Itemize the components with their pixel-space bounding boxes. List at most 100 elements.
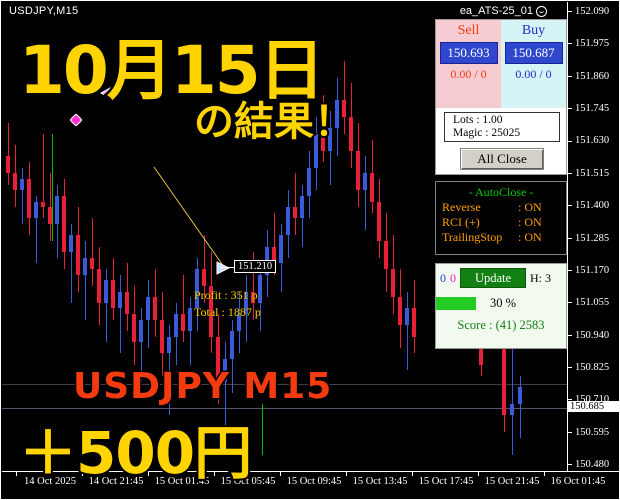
progress-percent-label: 30 % (490, 295, 517, 310)
candle-body (510, 404, 514, 416)
counter-magenta: 0 (450, 270, 456, 285)
candle-body (328, 128, 332, 151)
candle-wick (512, 325, 513, 455)
sell-position-info: 0.00 / 0 (450, 67, 487, 81)
candle-body (356, 150, 360, 191)
time-tick: 15 Oct 09:45 (286, 476, 342, 487)
candle-body (237, 314, 241, 331)
time-axis[interactable]: 14 Oct 2025 14 Oct 21:45 15 Oct 01:45 15 Oc… (2, 471, 619, 499)
candle-wick (106, 269, 107, 343)
progress-bar-fill (436, 296, 476, 310)
candle-wick (274, 212, 275, 275)
buy-column: Buy 150.687 0.00 / 0 (501, 20, 566, 108)
price-tick: 151.975 (568, 38, 619, 49)
candle-body (363, 173, 367, 191)
indicator-wick (262, 404, 263, 455)
buy-label: Buy (521, 23, 546, 38)
price-tag-label: 151.210 (234, 260, 277, 273)
indicator-wick (52, 133, 53, 241)
candle-body (83, 257, 87, 275)
overlay-profit-text: ＋500円 (17, 417, 254, 489)
price-tick: 151.170 (568, 265, 619, 276)
candle-body (13, 173, 17, 191)
price-tick: 151.630 (568, 135, 619, 146)
price-axis[interactable]: 152.090 151.975 151.860 151.745 151.630 151.5… (567, 2, 619, 472)
candle-body (76, 235, 80, 275)
close-marker-arrow-icon (216, 261, 230, 275)
autoclose-key: TrailingStop (442, 230, 503, 244)
candle-body (279, 235, 283, 264)
candle-wick (8, 122, 9, 185)
candle-body (167, 336, 171, 354)
candle-body (188, 308, 192, 331)
candle-wick (50, 173, 51, 241)
candle-wick (344, 60, 345, 134)
overlay-date-text: 10月15日 (17, 30, 328, 112)
candle-body (41, 201, 45, 208)
candle-wick (204, 235, 205, 303)
candle-body (384, 240, 388, 270)
lots-value: Lots : 1.00 (453, 114, 503, 126)
candle-body (20, 179, 24, 191)
price-tick: 151.860 (568, 71, 619, 82)
price-tick: 151.745 (568, 103, 619, 114)
candle-body (97, 269, 101, 303)
price-tick: 151.285 (568, 233, 619, 244)
candle-body (412, 308, 416, 337)
autoclose-key: RCI (+) (442, 215, 480, 229)
candle-body (146, 297, 150, 320)
candle-body (502, 342, 506, 416)
candle-wick (407, 291, 408, 371)
candle-wick (253, 252, 254, 320)
autoclose-rows: Reverse: ON RCI (+): ON TrailingStop: ON (436, 200, 566, 245)
candle-body (321, 133, 325, 151)
candle-body (209, 285, 213, 337)
price-tick: 150.710 (568, 394, 619, 405)
candle-body (230, 330, 234, 360)
time-separator (16, 472, 17, 476)
time-tick: 14 Oct 21:45 (88, 476, 144, 487)
candle-body (48, 207, 52, 225)
sell-price-button[interactable]: 150.693 (439, 42, 498, 64)
time-separator (82, 472, 83, 476)
candle-body (160, 319, 164, 354)
time-tick: 16 Oct 01:45 (550, 476, 606, 487)
price-tick: 152.090 (568, 6, 619, 17)
candle-body (244, 291, 248, 315)
price-tick: 151.400 (568, 200, 619, 211)
buy-position-info: 0.00 / 0 (515, 67, 552, 81)
candle-body (405, 308, 409, 326)
candle-body (272, 246, 276, 264)
profit-annotation: Profit : 351 p (194, 288, 258, 302)
price-tick: 151.055 (568, 297, 619, 308)
time-separator (280, 472, 281, 476)
autoclose-panel: - AutoClose - Reverse: ON RCI (+): ON Trai… (435, 181, 567, 255)
reference-line (2, 384, 568, 385)
progress-bar (436, 296, 476, 310)
autoclose-row: RCI (+): ON (436, 215, 566, 230)
entry-marker-icon (70, 114, 82, 126)
candle-body (518, 387, 522, 405)
candle-body (111, 280, 115, 309)
counter-blue: 0 (440, 270, 446, 285)
autoclose-value: : ON (518, 200, 542, 214)
candle-wick (85, 240, 86, 320)
time-separator (346, 472, 347, 476)
candle-wick (225, 342, 226, 427)
current-price-line (2, 408, 568, 409)
ea-title-text: ea_ATS-25_01 (459, 5, 533, 17)
candle-body (335, 100, 339, 129)
candle-body (398, 297, 402, 326)
update-button[interactable]: Update (460, 268, 526, 288)
symbol-timeframe-label: USDJPY,M15 (9, 5, 79, 17)
price-tick: 151.515 (568, 168, 619, 179)
price-tick: 150.595 (568, 427, 619, 438)
candle-wick (365, 156, 366, 230)
buy-price-button[interactable]: 150.687 (504, 42, 563, 64)
candle-body (62, 195, 66, 253)
price-tick: 150.825 (568, 362, 619, 373)
sell-label: Sell (457, 23, 480, 38)
all-close-button[interactable]: All Close (460, 148, 544, 170)
candle-body (286, 207, 290, 236)
